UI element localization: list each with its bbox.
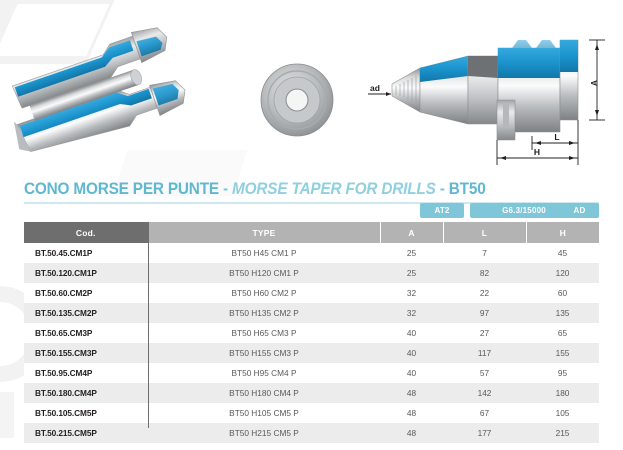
row-type: BT50 H65 CM3 P: [148, 323, 380, 343]
table-row[interactable]: BT.50.65.CM3P BT50 H65 CM3 P 40 27 65: [24, 323, 599, 343]
row-type: BT50 H120 CM1 P: [148, 263, 380, 283]
title-english: MORSE TAPER FOR DRILLS: [232, 180, 436, 198]
row-l: 177: [443, 423, 526, 443]
row-h: 135: [526, 303, 599, 323]
row-type: BT50 H105 CM5 P: [148, 403, 380, 423]
title-dash-1: -: [218, 180, 233, 198]
row-a: 40: [380, 323, 443, 343]
dimension-label-ad: ad: [370, 83, 380, 93]
row-l: 22: [443, 283, 526, 303]
table-row[interactable]: BT.50.215.CM5P BT50 H215 CM5 P 48 177 215: [24, 423, 599, 443]
cutaway-3d-view: [11, 27, 186, 153]
row-cod: BT.50.60.CM2P: [24, 283, 148, 303]
table-body: BT.50.45.CM1P BT50 H45 CM1 P 25 7 45 BT.50.12…: [24, 243, 599, 443]
row-cod: BT.50.180.CM4P: [24, 383, 148, 403]
table-row[interactable]: BT.50.95.CM4P BT50 H95 CM4 P 40 57 95: [24, 363, 599, 383]
table-header-row: Cod. TYPE A L H: [24, 222, 599, 243]
table-row[interactable]: BT.50.155.CM3P BT50 H155 CM3 P 40 117 155: [24, 343, 599, 363]
dimension-h: H: [496, 140, 579, 165]
row-a: 48: [380, 383, 443, 403]
table-row[interactable]: BT.50.180.CM4P BT50 H180 CM4 P 48 142 180: [24, 383, 599, 403]
row-type: BT50 H95 CM4 P: [148, 363, 380, 383]
table-row[interactable]: BT.50.60.CM2P BT50 H60 CM2 P 32 22 60: [24, 283, 599, 303]
row-cod: BT.50.215.CM5P: [24, 423, 148, 443]
col-header-a: A: [380, 222, 444, 243]
title-dash-2: -: [435, 180, 449, 198]
table-row[interactable]: BT.50.120.CM1P BT50 H120 CM1 P 25 82 120: [24, 263, 599, 283]
row-h: 105: [526, 403, 599, 423]
badge-at2: AT2: [420, 203, 464, 218]
row-a: 48: [380, 423, 443, 443]
row-cod: BT.50.95.CM4P: [24, 363, 148, 383]
section-title-block: CONO MORSE PER PUNTE - MORSE TAPER FOR D…: [24, 180, 599, 204]
specifications-table: Cod. TYPE A L H BT.50.45.CM1P BT50 H45 CM…: [24, 222, 599, 443]
row-type: BT50 H60 CM2 P: [148, 283, 380, 303]
row-h: 60: [526, 283, 599, 303]
product-illustrations: ad A L: [11, 27, 605, 165]
row-cod: BT.50.135.CM2P: [24, 303, 148, 323]
page-title: CONO MORSE PER PUNTE - MORSE TAPER FOR D…: [24, 180, 559, 199]
table-vertical-divider: [148, 222, 149, 428]
row-a: 40: [380, 343, 443, 363]
row-h: 120: [526, 263, 599, 283]
col-header-l: L: [443, 222, 527, 243]
col-header-type: TYPE: [148, 222, 381, 243]
row-cod: BT.50.120.CM1P: [24, 263, 148, 283]
row-a: 32: [380, 303, 443, 323]
title-italian: CONO MORSE PER PUNTE: [24, 180, 219, 198]
row-a: 32: [380, 283, 443, 303]
row-a: 25: [380, 263, 443, 283]
row-h: 215: [526, 423, 599, 443]
row-a: 25: [380, 243, 443, 263]
dimension-label-l: L: [554, 132, 559, 142]
row-l: 67: [443, 403, 526, 423]
end-face-view: [260, 63, 334, 137]
title-underline: [24, 202, 599, 204]
row-type: BT50 H180 CM4 P: [148, 383, 380, 403]
table-row[interactable]: BT.50.105.CM5P BT50 H105 CM5 P 48 67 105: [24, 403, 599, 423]
row-type: BT50 H45 CM1 P: [148, 243, 380, 263]
row-cod: BT.50.155.CM3P: [24, 343, 148, 363]
spec-table: Cod. TYPE A L H BT.50.45.CM1P BT50 H45 CM…: [24, 222, 599, 443]
row-cod: BT.50.45.CM1P: [24, 243, 148, 263]
row-l: 82: [443, 263, 526, 283]
table-row[interactable]: BT.50.135.CM2P BT50 H135 CM2 P 32 97 135: [24, 303, 599, 323]
watermark-left-block: [0, 392, 14, 438]
row-l: 27: [443, 323, 526, 343]
row-a: 40: [380, 363, 443, 383]
row-l: 7: [443, 243, 526, 263]
row-h: 180: [526, 383, 599, 403]
table-row[interactable]: BT.50.45.CM1P BT50 H45 CM1 P 25 7 45: [24, 243, 599, 263]
row-type: BT50 H135 CM2 P: [148, 303, 380, 323]
technical-side-drawing: ad A L: [368, 38, 605, 165]
col-header-h: H: [526, 222, 599, 243]
table-header: Cod. TYPE A L H: [24, 222, 599, 243]
row-a: 48: [380, 403, 443, 423]
row-cod: BT.50.105.CM5P: [24, 403, 148, 423]
dimension-l: L: [531, 120, 579, 150]
row-h: 155: [526, 343, 599, 363]
dimension-a: A: [589, 39, 605, 121]
dimension-ad: ad: [368, 83, 391, 96]
row-l: 142: [443, 383, 526, 403]
row-type: BT50 H215 CM5 P: [148, 423, 380, 443]
spec-badges: AT2 G6.3/15000 AD: [24, 203, 599, 219]
dimension-label-h: H: [534, 147, 540, 157]
row-h: 45: [526, 243, 599, 263]
badge-ad: AD: [560, 203, 599, 218]
row-l: 57: [443, 363, 526, 383]
row-h: 65: [526, 323, 599, 343]
col-header-cod: Cod.: [24, 222, 149, 243]
row-h: 95: [526, 363, 599, 383]
row-l: 97: [443, 303, 526, 323]
row-l: 117: [443, 343, 526, 363]
dimension-label-a: A: [589, 80, 599, 86]
row-cod: BT.50.65.CM3P: [24, 323, 148, 343]
badge-balance: G6.3/15000: [470, 203, 578, 218]
row-type: BT50 H155 CM3 P: [148, 343, 380, 363]
title-model: BT50: [448, 180, 486, 198]
